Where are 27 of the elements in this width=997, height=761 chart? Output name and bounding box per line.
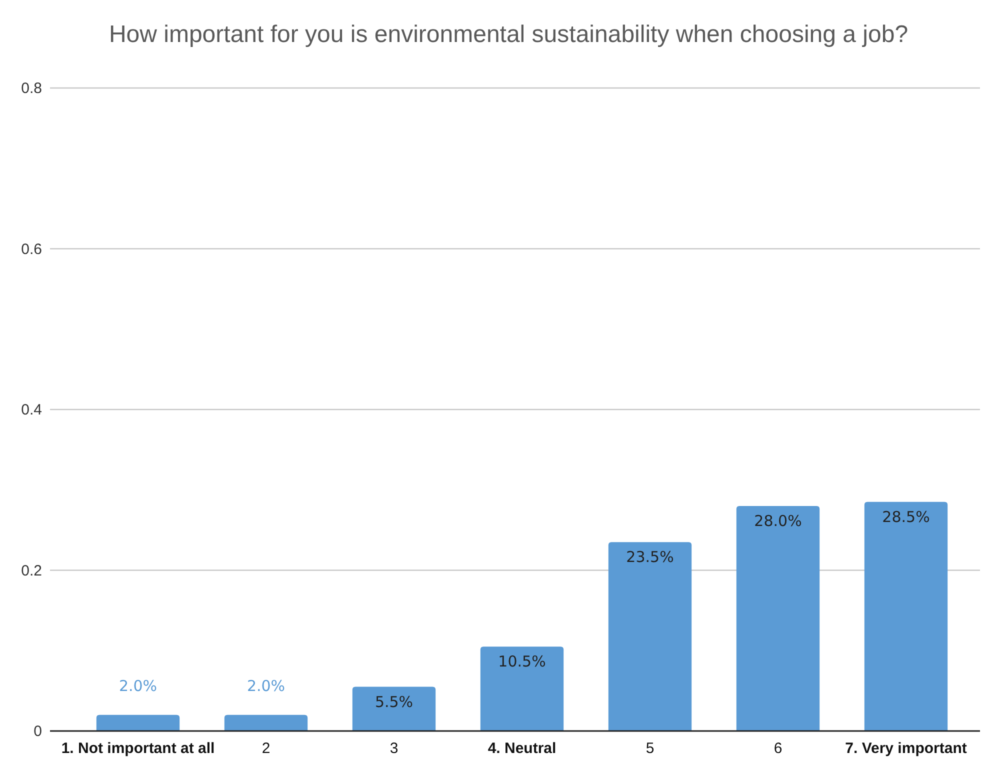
data-label: 23.5%: [626, 548, 674, 566]
bar: [352, 686, 436, 731]
y-tick-label: 0.2: [21, 562, 42, 580]
bar: [480, 646, 564, 731]
y-tick-label: 0.8: [21, 80, 42, 97]
x-tick-label: 4. Neutral: [488, 740, 556, 757]
x-tick-label: 3: [390, 740, 398, 757]
bar: [224, 714, 308, 731]
x-tick-label: 5: [646, 740, 654, 757]
bar: [608, 542, 692, 731]
y-tick-label: 0: [34, 723, 42, 740]
y-tick-label: 0.6: [21, 240, 42, 258]
data-label: 28.5%: [882, 508, 930, 526]
x-tick-label: 6: [774, 740, 782, 757]
data-label: 2.0%: [118, 676, 158, 695]
x-tick-label: 1. Not important at all: [61, 740, 215, 757]
bar: [96, 714, 180, 731]
bar: [864, 502, 948, 731]
y-tick-label: 0.4: [21, 402, 42, 418]
x-tick-label: 2: [262, 740, 270, 757]
data-label: 28.0%: [754, 512, 802, 530]
data-label: 2.0%: [246, 676, 286, 695]
data-label: 5.5%: [374, 692, 414, 711]
x-tick-label: 7. Very important: [845, 740, 967, 757]
data-label: 10.5%: [498, 652, 546, 671]
chart-title: How important for you is environmental sustainability when choosing a job?: [108, 21, 908, 48]
bar: [736, 506, 820, 731]
